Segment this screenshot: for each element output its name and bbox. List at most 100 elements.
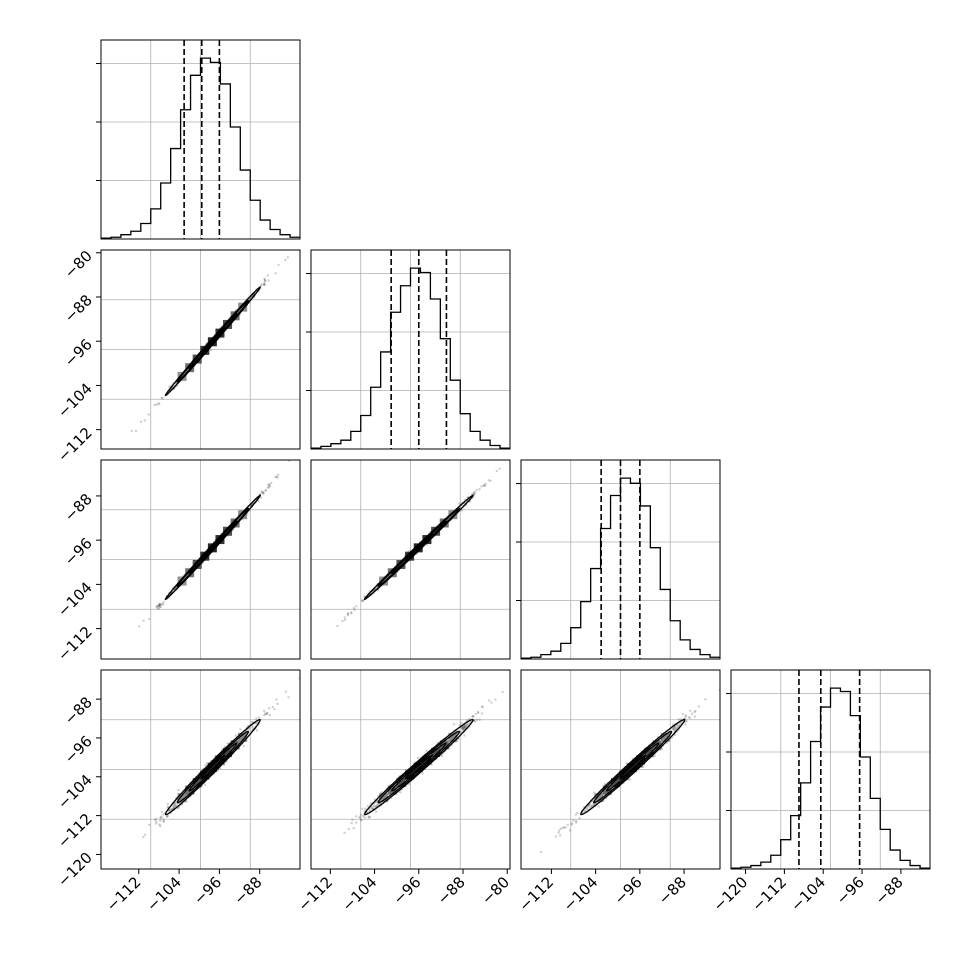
scatter-point xyxy=(263,278,266,282)
scatter-point xyxy=(268,485,271,488)
density-cell xyxy=(223,319,233,329)
panel-frame xyxy=(100,249,301,450)
density-cell xyxy=(652,740,662,750)
scatter-point xyxy=(172,805,175,808)
scatter-point xyxy=(461,727,465,731)
contour-line xyxy=(580,718,686,816)
scatter-point xyxy=(576,811,579,814)
scatter-point xyxy=(159,819,162,822)
contour-line xyxy=(176,730,250,804)
scatter-point xyxy=(261,490,264,494)
scatter-point xyxy=(687,716,690,719)
y-tick-label: −96 xyxy=(61,335,96,370)
x-tick-label: −120 xyxy=(710,873,752,915)
scatter-point xyxy=(255,721,259,724)
scatter-point xyxy=(267,483,270,486)
y-tick-label: −104 xyxy=(54,771,96,813)
scatter-point xyxy=(173,802,177,805)
scatter-point xyxy=(209,349,213,352)
scatter-point xyxy=(473,492,476,496)
scatter-point xyxy=(158,605,161,608)
scatter-point xyxy=(463,726,466,729)
scatter-point xyxy=(355,815,358,818)
scatter-point xyxy=(160,810,164,814)
scatter-point xyxy=(148,823,151,827)
scatter-point xyxy=(685,720,688,723)
panel-1-1 xyxy=(306,249,511,450)
scatter-point xyxy=(495,469,498,473)
scatter-point xyxy=(157,402,160,405)
scatter-point xyxy=(642,765,645,768)
scatter-point xyxy=(157,607,161,610)
scatter-point xyxy=(352,606,356,610)
panel-frame xyxy=(100,39,301,240)
scatter-point xyxy=(350,612,353,615)
x-tick-label: −88 xyxy=(434,873,469,908)
scatter-point xyxy=(359,818,363,822)
scatter-point xyxy=(276,476,279,479)
panel-frame xyxy=(100,669,301,870)
scatter-point xyxy=(694,709,697,713)
scatter-point xyxy=(159,816,162,820)
scatter-point xyxy=(134,429,138,433)
panel-frame xyxy=(730,669,931,870)
scatter-point xyxy=(173,803,176,807)
scatter-point xyxy=(559,827,562,830)
scatter-point xyxy=(353,608,356,611)
scatter-point xyxy=(266,274,270,277)
scatter-point xyxy=(461,726,464,729)
scatter-point xyxy=(461,727,464,730)
density-cell xyxy=(660,732,670,742)
density-cell xyxy=(223,747,233,757)
scatter-point xyxy=(440,754,444,758)
scatter-point xyxy=(367,816,370,819)
scatter-point xyxy=(592,803,595,806)
density-cell xyxy=(422,755,432,765)
scatter-point xyxy=(157,604,160,608)
scatter-point xyxy=(263,709,266,713)
scatter-point xyxy=(459,730,463,734)
scatter-point xyxy=(259,496,263,499)
x-tick-label: −104 xyxy=(787,873,829,915)
scatter-point xyxy=(452,723,456,726)
scatter-point xyxy=(677,718,680,721)
scatter-point xyxy=(558,829,561,832)
scatter-point xyxy=(263,279,267,282)
scatter-point xyxy=(277,263,280,267)
contour-line xyxy=(390,742,447,792)
scatter-point xyxy=(346,614,350,617)
scatter-point xyxy=(159,605,162,609)
density-cell xyxy=(644,747,654,757)
scatter-point xyxy=(277,473,280,476)
panel-frame xyxy=(310,669,511,870)
scatter-point xyxy=(260,490,263,493)
density-cell xyxy=(230,740,240,750)
scatter-point xyxy=(425,749,428,753)
density-cell xyxy=(223,526,233,536)
y-tick-label: −104 xyxy=(54,578,96,620)
scatter-point xyxy=(540,850,543,854)
scatter-point xyxy=(265,712,269,715)
density-cell xyxy=(379,793,389,803)
scatter-point xyxy=(239,728,242,731)
scatter-point xyxy=(355,605,358,608)
scatter-point xyxy=(286,256,289,259)
scatter-point xyxy=(139,420,143,423)
x-tick-label: −112 xyxy=(103,873,145,915)
scatter-point xyxy=(476,711,480,715)
scatter-point xyxy=(372,804,376,808)
scatter-point xyxy=(554,835,558,838)
scatter-point xyxy=(367,815,370,818)
scatter-point xyxy=(704,698,707,701)
contour-line xyxy=(377,730,461,804)
density-cell xyxy=(396,778,406,788)
scatter-point xyxy=(155,604,158,608)
scatter-point xyxy=(264,489,268,492)
density-cell xyxy=(619,770,629,780)
scatter-point xyxy=(347,827,350,831)
x-tick-label: −88 xyxy=(655,873,690,908)
scatter-point xyxy=(681,713,684,716)
scatter-point xyxy=(570,823,573,826)
scatter-point xyxy=(697,705,701,708)
scatter-point xyxy=(494,698,497,701)
